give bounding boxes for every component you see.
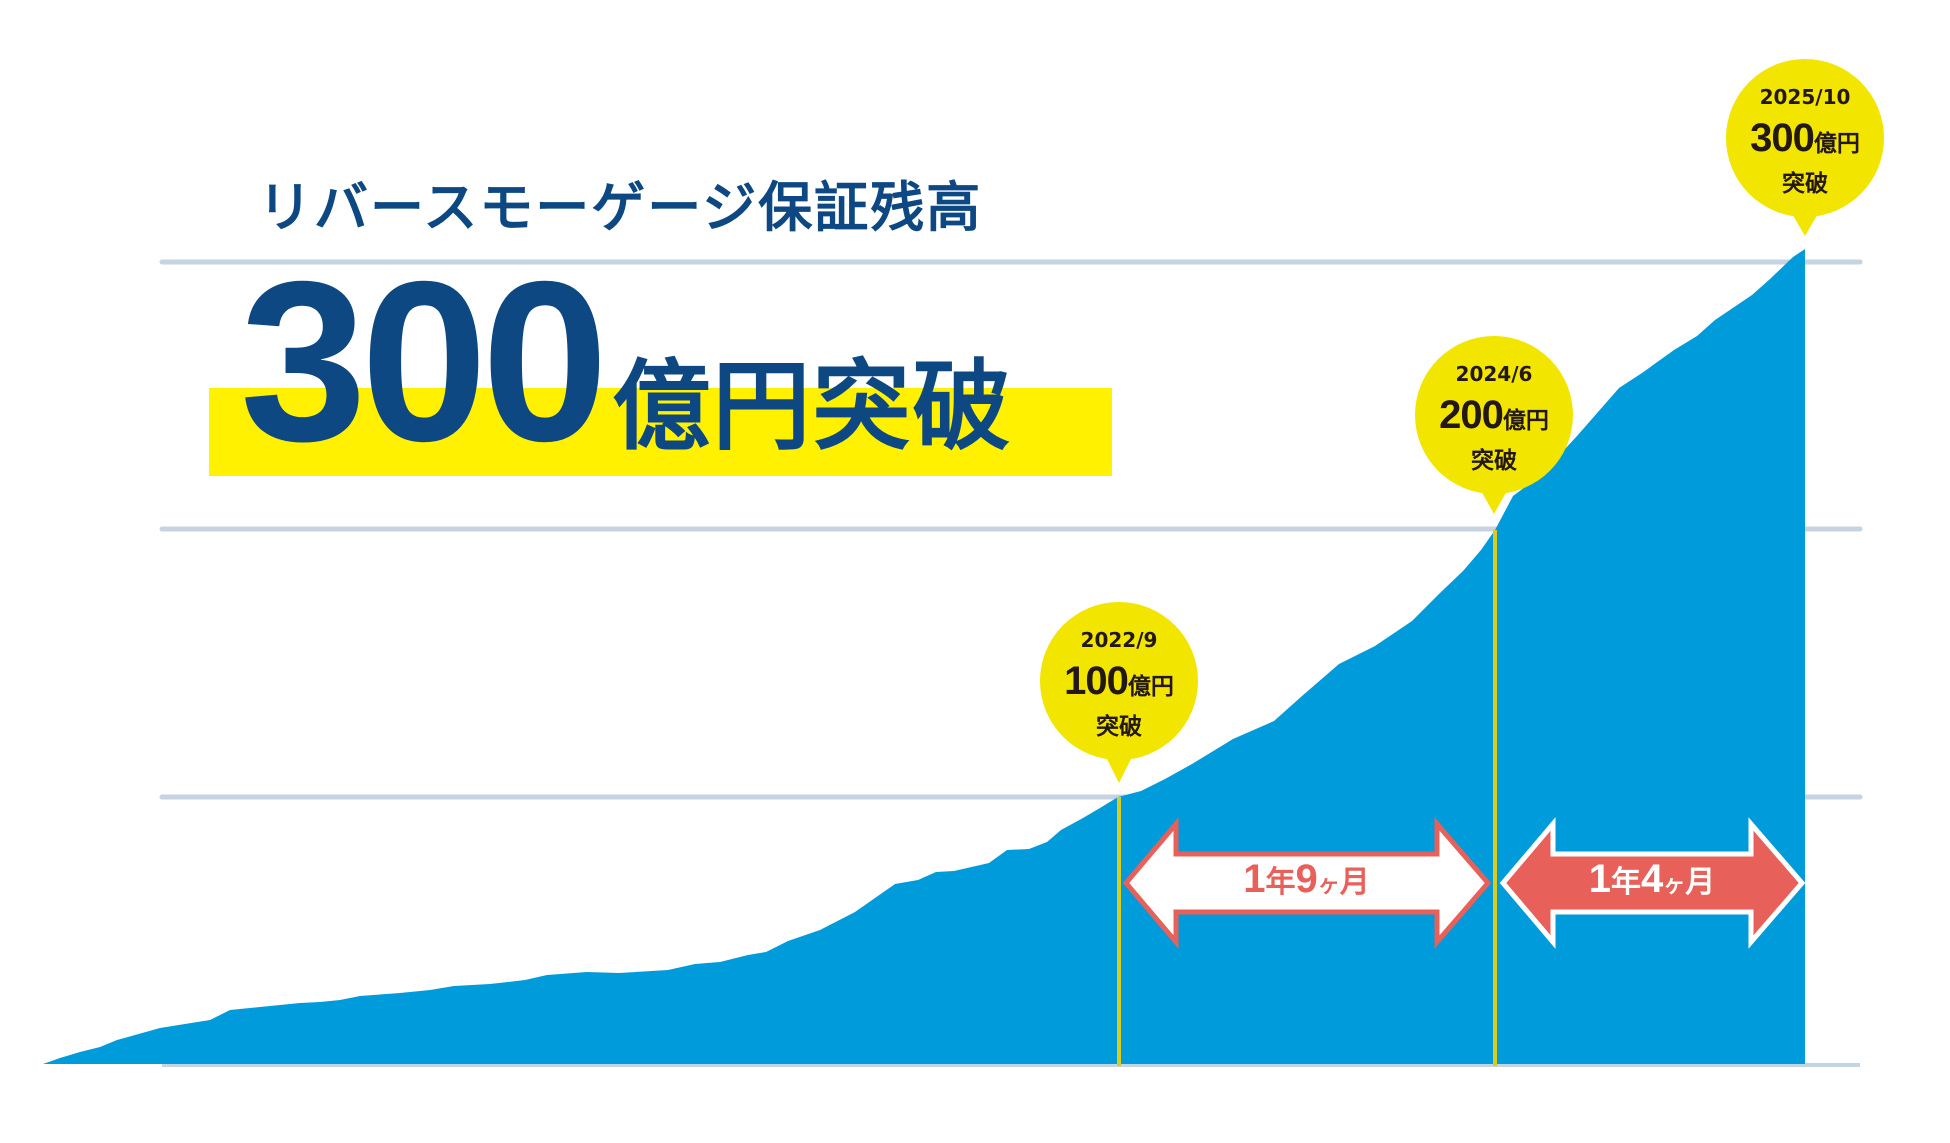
milestone-amount: 100億円: [1064, 659, 1174, 703]
milestone-bubble-100: [1040, 602, 1198, 783]
milestone-amount: 200億円: [1439, 393, 1549, 437]
headline-highlight-bar: [209, 388, 1112, 476]
interval-arrow-1y4m: [1499, 817, 1806, 949]
headline-unit: 億円突破: [612, 350, 1013, 464]
milestone-date: 2025/10: [1759, 85, 1851, 109]
milestone-amount: 300億円: [1750, 116, 1860, 160]
headline: 300 億円突破: [240, 248, 1012, 476]
interval-label-1y9m: 1年9ヶ月: [1243, 857, 1370, 901]
headline-number: 300: [240, 235, 608, 489]
milestone-date: 2022/9: [1080, 628, 1158, 652]
milestone-label-200: 2024/6 200億円 突破: [1409, 362, 1579, 476]
chart-subtitle: リバースモーゲージ保証残高: [258, 176, 983, 239]
milestone-breakthrough: 突破: [1096, 714, 1142, 740]
milestone-date: 2024/6: [1455, 362, 1533, 386]
milestone-breakthrough: 突破: [1471, 448, 1517, 474]
interval-label-1y4m: 1年4ヶ月: [1588, 857, 1716, 901]
milestone-bubble-200: [1415, 336, 1573, 514]
milestone-label-100: 2022/9 100億円 突破: [1034, 628, 1204, 742]
milestone-breakthrough: 突破: [1782, 171, 1828, 197]
milestone-bubble-300: [1726, 59, 1884, 236]
milestone-label-300: 2025/10 300億円 突破: [1720, 85, 1890, 199]
interval-arrow-1y9m: [1122, 817, 1492, 949]
